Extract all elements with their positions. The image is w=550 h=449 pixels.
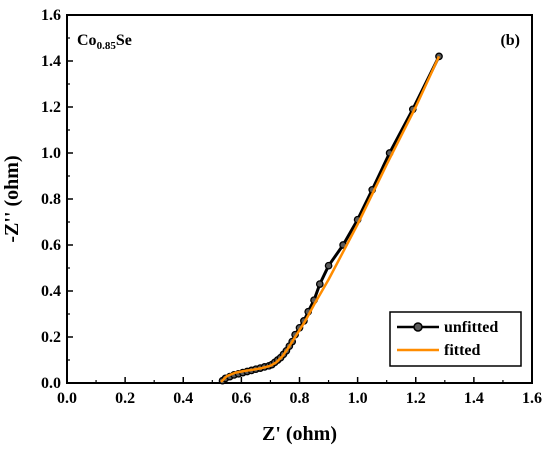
- sample-label-subscript: 0.85: [97, 40, 117, 52]
- sample-label: Co0.85Se: [77, 32, 132, 52]
- x-tick-label: 0.2: [115, 390, 135, 407]
- panel-label: (b): [500, 32, 520, 49]
- y-tick-labels: 0.0 0.2 0.4 0.6 0.8 1.0 1.2 1.4 1.6: [41, 7, 61, 392]
- legend: unfitted fitted: [389, 311, 522, 367]
- x-tick-label: 1.6: [522, 390, 542, 407]
- unfitted-point: [315, 280, 324, 288]
- series-layer: [218, 52, 443, 385]
- unfitted-point: [324, 261, 333, 270]
- y-tick-label: 0.0: [41, 375, 61, 392]
- legend-fitted-label: fitted: [444, 342, 481, 359]
- y-tick-label: 0.8: [41, 191, 61, 208]
- sample-label-suffix: Se: [116, 32, 132, 49]
- x-tick-label: 1.2: [406, 390, 426, 407]
- fitted-line: [220, 55, 441, 383]
- y-tick-label: 1.0: [41, 145, 61, 162]
- sample-label-base: Co: [77, 32, 97, 49]
- tick-marks: [66, 14, 533, 384]
- x-tick-label: 1.0: [348, 390, 368, 407]
- y-tick-label: 1.6: [41, 7, 61, 24]
- legend-box: [389, 311, 522, 367]
- legend-unfitted-marker: [413, 322, 423, 332]
- legend-unfitted-label: unfitted: [444, 319, 498, 336]
- x-tick-label: 0.6: [231, 390, 251, 407]
- y-tick-label: 0.2: [41, 329, 61, 346]
- y-tick-label: 0.6: [41, 237, 61, 254]
- y-axis-title: -Z'' (ohm): [1, 155, 23, 242]
- y-tick-label: 0.4: [41, 283, 61, 300]
- x-tick-label: 0.4: [173, 390, 193, 407]
- x-tick-label: 0.0: [57, 390, 77, 407]
- x-tick-label: 0.8: [290, 390, 310, 407]
- x-tick-label: 1.4: [464, 390, 484, 407]
- x-tick-labels: 0.0 0.2 0.4 0.6 0.8 1.0 1.2 1.4 1.6: [57, 390, 542, 407]
- x-axis-title: Z' (ohm): [262, 423, 337, 445]
- y-tick-label: 1.2: [41, 99, 61, 116]
- y-tick-label: 1.4: [41, 53, 61, 70]
